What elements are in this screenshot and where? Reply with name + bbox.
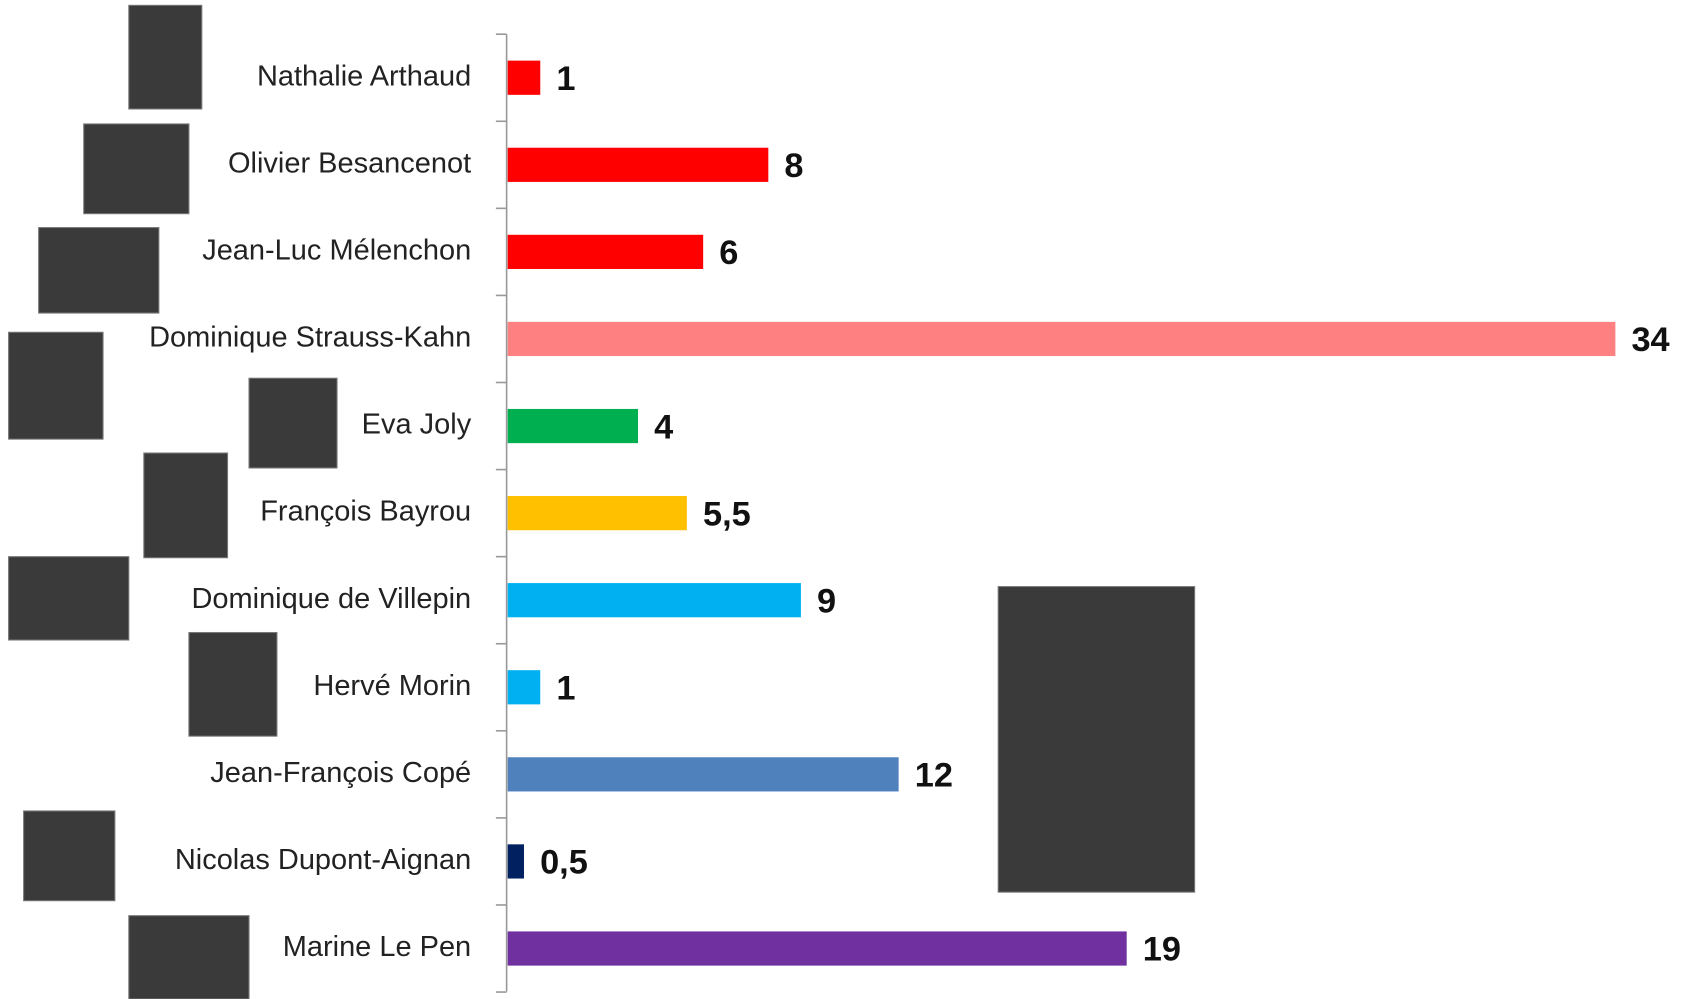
bar bbox=[507, 408, 639, 444]
value-label: 1 bbox=[556, 60, 575, 98]
photo bbox=[8, 331, 104, 440]
category-label: Jean-François Copé bbox=[210, 757, 471, 789]
bar bbox=[507, 147, 769, 182]
category-label: Olivier Besancenot bbox=[228, 147, 471, 179]
category-label: Eva Joly bbox=[362, 409, 472, 441]
value-label: 12 bbox=[915, 757, 953, 795]
category-label: Nicolas Dupont-Aignan bbox=[175, 844, 471, 876]
photo bbox=[248, 377, 338, 469]
category-label: Dominique Strauss-Kahn bbox=[149, 322, 471, 354]
photo bbox=[128, 4, 203, 110]
photo bbox=[128, 915, 250, 999]
photo bbox=[38, 227, 160, 314]
bar bbox=[507, 583, 801, 618]
bar bbox=[507, 60, 541, 95]
photo bbox=[83, 123, 190, 215]
category-label: Marine Le Pen bbox=[283, 931, 471, 963]
category-label: Hervé Morin bbox=[313, 670, 471, 702]
value-label: 0,5 bbox=[540, 844, 588, 882]
value-label: 34 bbox=[1631, 321, 1669, 359]
value-label: 6 bbox=[719, 234, 738, 272]
value-label: 5,5 bbox=[703, 495, 751, 533]
photo bbox=[23, 810, 116, 902]
photo bbox=[143, 452, 229, 559]
value-label: 4 bbox=[654, 408, 673, 446]
photos bbox=[8, 4, 1196, 999]
value-label: 9 bbox=[817, 583, 836, 621]
bar bbox=[507, 931, 1127, 966]
bar bbox=[507, 844, 524, 879]
value-label: 19 bbox=[1143, 931, 1181, 969]
bar bbox=[507, 496, 687, 531]
photo bbox=[188, 631, 278, 737]
bar bbox=[507, 670, 541, 705]
value-label: 1 bbox=[556, 670, 575, 708]
photo bbox=[8, 556, 130, 641]
bar bbox=[507, 757, 899, 792]
category-label: Dominique de Villepin bbox=[191, 583, 471, 615]
category-label: Jean-Luc Mélenchon bbox=[202, 235, 471, 267]
category-label: Nathalie Arthaud bbox=[257, 60, 471, 92]
category-label: François Bayrou bbox=[260, 496, 471, 528]
bar bbox=[507, 321, 1616, 357]
photo bbox=[997, 586, 1196, 893]
value-label: 8 bbox=[784, 147, 803, 185]
bar bbox=[507, 234, 704, 269]
